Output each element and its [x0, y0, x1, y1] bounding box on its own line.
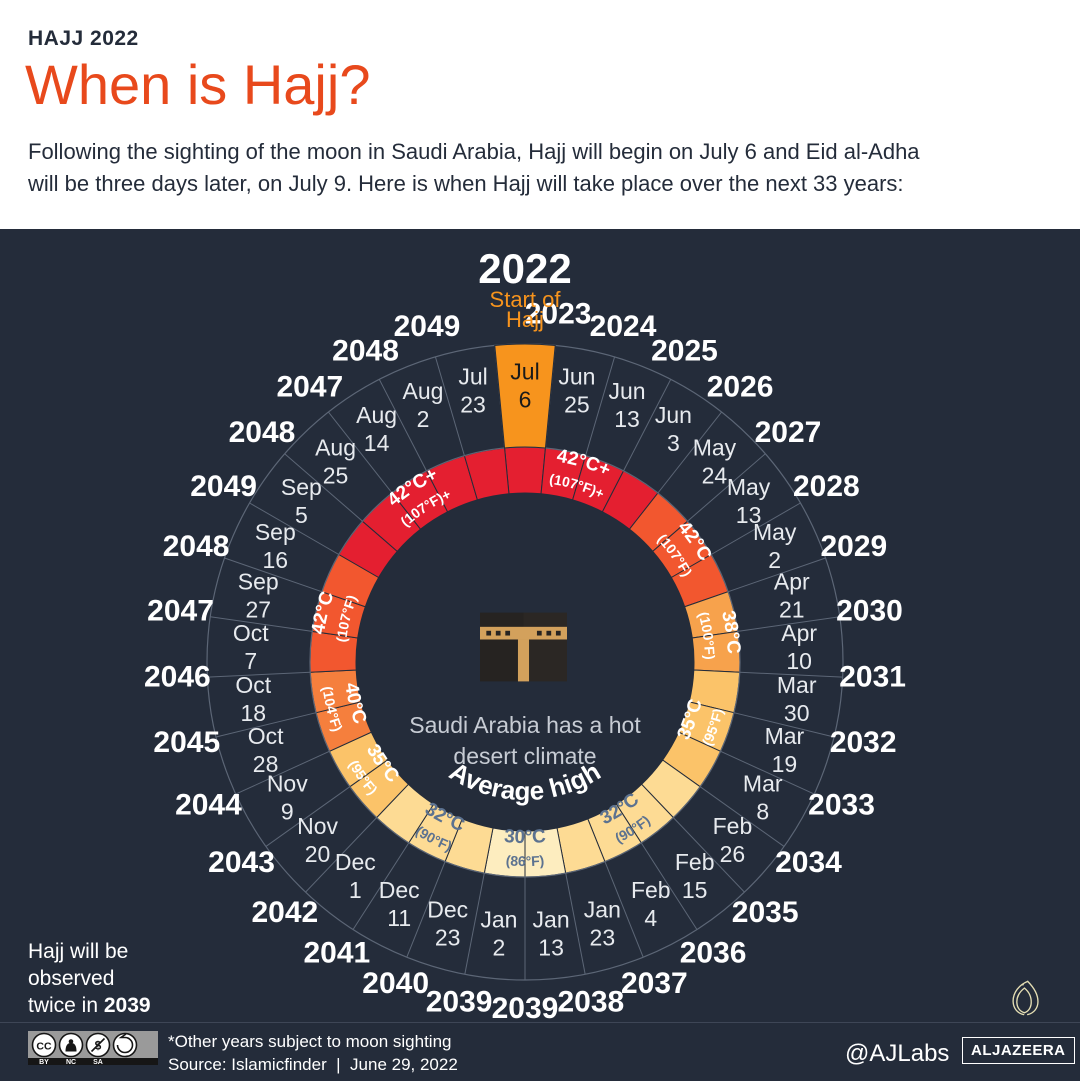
svg-text:27: 27: [245, 596, 271, 622]
svg-text:2041: 2041: [303, 937, 370, 970]
svg-text:2038: 2038: [557, 986, 624, 1019]
svg-text:8: 8: [756, 798, 769, 824]
svg-text:2043: 2043: [208, 846, 275, 879]
svg-text:3: 3: [667, 430, 680, 456]
svg-text:Jul: Jul: [458, 363, 487, 389]
svg-text:Aug: Aug: [356, 402, 397, 428]
svg-text:Sep: Sep: [281, 474, 322, 500]
svg-text:2037: 2037: [621, 967, 688, 1000]
svg-text:Oct: Oct: [233, 620, 269, 646]
svg-text:2033: 2033: [808, 788, 875, 821]
svg-text:Mar: Mar: [765, 723, 805, 749]
svg-text:26: 26: [720, 841, 746, 867]
svg-text:4: 4: [644, 905, 657, 931]
svg-text:Aug: Aug: [315, 434, 356, 460]
svg-text:13: 13: [614, 406, 640, 432]
svg-text:7: 7: [244, 648, 257, 674]
svg-text:25: 25: [323, 462, 349, 488]
svg-text:(86°F): (86°F): [505, 852, 545, 869]
svg-text:Jan: Jan: [533, 906, 570, 932]
svg-text:16: 16: [263, 547, 289, 573]
svg-text:CC: CC: [36, 1041, 52, 1053]
svg-text:2048: 2048: [229, 416, 296, 449]
svg-text:Mar: Mar: [777, 672, 817, 698]
svg-text:13: 13: [538, 934, 564, 960]
svg-text:BY: BY: [39, 1059, 49, 1065]
svg-text:2022: 2022: [478, 245, 571, 292]
svg-text:2040: 2040: [362, 967, 429, 1000]
svg-text:Aug: Aug: [403, 378, 444, 404]
svg-text:2032: 2032: [830, 726, 897, 759]
svg-text:Dec: Dec: [335, 849, 376, 875]
svg-text:2027: 2027: [755, 416, 822, 449]
svg-text:Hajj: Hajj: [506, 307, 544, 332]
svg-text:18: 18: [240, 700, 266, 726]
svg-text:2024: 2024: [590, 310, 657, 343]
svg-text:2: 2: [417, 406, 430, 432]
svg-text:May: May: [753, 519, 797, 545]
svg-text:2029: 2029: [820, 530, 887, 563]
svg-text:SA: SA: [93, 1059, 103, 1065]
svg-text:5: 5: [295, 502, 308, 528]
svg-text:May: May: [693, 434, 737, 460]
svg-text:20: 20: [305, 841, 331, 867]
svg-text:Jun: Jun: [655, 402, 692, 428]
svg-text:2026: 2026: [707, 370, 774, 403]
svg-text:28: 28: [253, 751, 279, 777]
svg-text:Feb: Feb: [713, 813, 753, 839]
svg-text:2031: 2031: [839, 660, 906, 693]
svg-text:30°C: 30°C: [503, 826, 547, 848]
svg-text:2039: 2039: [492, 992, 559, 1025]
svg-text:10: 10: [786, 648, 812, 674]
svg-text:2: 2: [493, 934, 506, 960]
svg-text:Dec: Dec: [379, 877, 420, 903]
svg-text:2045: 2045: [153, 726, 220, 759]
svg-text:Feb: Feb: [631, 877, 671, 903]
svg-text:Feb: Feb: [675, 849, 715, 875]
svg-text:24: 24: [702, 462, 728, 488]
svg-text:6: 6: [519, 387, 532, 413]
svg-text:Oct: Oct: [248, 723, 284, 749]
svg-text:Jan: Jan: [584, 896, 621, 922]
svg-text:2028: 2028: [793, 470, 860, 503]
svg-text:23: 23: [435, 924, 461, 950]
svg-text:Oct: Oct: [235, 672, 271, 698]
svg-text:14: 14: [364, 430, 390, 456]
svg-text:2048: 2048: [163, 530, 230, 563]
svg-text:2044: 2044: [175, 788, 242, 821]
svg-text:23: 23: [590, 924, 616, 950]
svg-text:Sep: Sep: [255, 519, 296, 545]
svg-text:11: 11: [387, 905, 411, 931]
svg-text:21: 21: [779, 596, 805, 622]
svg-text:2046: 2046: [144, 660, 211, 693]
svg-text:1: 1: [349, 877, 362, 903]
svg-text:15: 15: [682, 877, 708, 903]
svg-text:2025: 2025: [651, 335, 718, 368]
svg-text:25: 25: [564, 391, 590, 417]
svg-text:Jul: Jul: [510, 359, 539, 385]
svg-text:May: May: [727, 474, 771, 500]
svg-text:Mar: Mar: [743, 770, 783, 796]
svg-text:2047: 2047: [147, 594, 214, 627]
svg-text:2042: 2042: [251, 896, 318, 929]
svg-text:2034: 2034: [775, 846, 842, 879]
svg-text:Jun: Jun: [608, 378, 645, 404]
svg-text:Nov: Nov: [297, 813, 338, 839]
svg-text:Jan: Jan: [480, 906, 517, 932]
svg-text:2047: 2047: [277, 370, 344, 403]
svg-text:2036: 2036: [680, 937, 747, 970]
svg-text:NC: NC: [66, 1059, 76, 1065]
svg-text:23: 23: [460, 391, 486, 417]
svg-text:Apr: Apr: [781, 620, 817, 646]
svg-text:Apr: Apr: [774, 568, 810, 594]
svg-text:2049: 2049: [394, 310, 461, 343]
svg-text:2030: 2030: [836, 594, 903, 627]
svg-text:2035: 2035: [732, 896, 799, 929]
svg-text:Dec: Dec: [427, 896, 468, 922]
svg-text:2039: 2039: [426, 986, 493, 1019]
svg-text:Jun: Jun: [558, 363, 595, 389]
svg-text:2049: 2049: [190, 470, 257, 503]
svg-text:2048: 2048: [332, 335, 399, 368]
svg-text:9: 9: [281, 798, 294, 824]
